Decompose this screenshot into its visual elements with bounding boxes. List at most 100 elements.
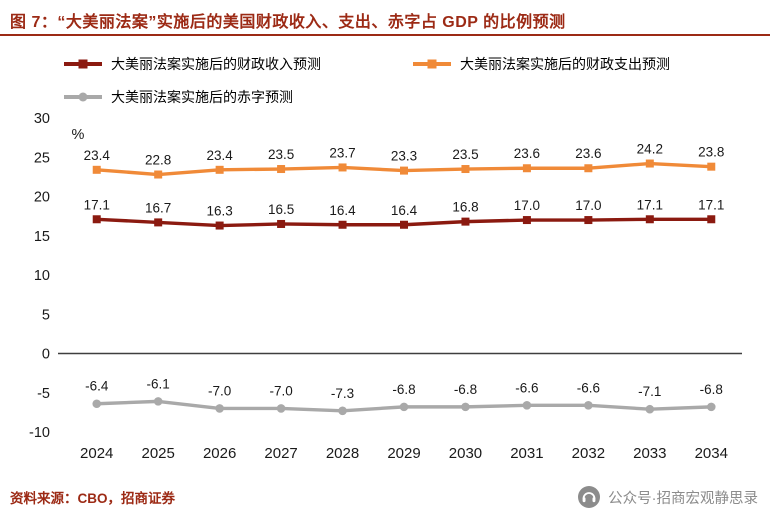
- headphones-logo-icon: [578, 486, 601, 508]
- y-tick-label: -5: [37, 386, 50, 402]
- wechat-badge: 公众号·招商宏观静思录: [578, 486, 758, 508]
- legend-item-1: 大美丽法案实施后的财政收入预测: [64, 54, 321, 74]
- data-point: [92, 215, 101, 224]
- x-tick-label: 2028: [326, 445, 359, 462]
- data-label: -6.8: [454, 382, 477, 397]
- data-point: [338, 163, 347, 172]
- y-tick-label: 15: [34, 229, 50, 245]
- data-point: [645, 404, 655, 414]
- x-tick-label: 2032: [572, 445, 605, 462]
- x-tick-label: 2026: [203, 445, 236, 462]
- data-label: -7.3: [331, 386, 354, 401]
- data-point: [399, 402, 409, 412]
- data-point: [215, 221, 224, 230]
- x-tick-label: 2034: [695, 445, 728, 462]
- data-label: 17.1: [637, 197, 663, 212]
- y-tick-label: 25: [34, 150, 50, 166]
- legend-item-3: 大美丽法案实施后的赤字预测: [64, 87, 293, 107]
- data-point: [645, 159, 654, 168]
- x-tick-label: 2030: [449, 445, 482, 462]
- x-tick-label: 2025: [141, 445, 174, 462]
- data-point: [153, 397, 163, 406]
- data-label: -6.6: [577, 380, 600, 395]
- figure-title: 图 7：“大美丽法案”实施后的美国财政收入、支出、赤字占 GDP 的比例预测: [10, 14, 566, 31]
- data-point: [461, 165, 470, 174]
- data-label: 24.2: [637, 142, 663, 157]
- data-point: [92, 165, 101, 174]
- legend-circle-marker-icon: [64, 92, 102, 102]
- data-label: 23.6: [575, 146, 601, 161]
- data-label: 23.5: [268, 147, 294, 162]
- data-label: 23.5: [452, 147, 478, 162]
- x-tick-label: 2027: [264, 445, 297, 462]
- x-tick-label: 2024: [80, 445, 113, 462]
- data-point: [707, 162, 716, 171]
- data-point: [707, 215, 716, 224]
- data-point: [522, 401, 532, 410]
- legend-row: 大美丽法案实施后的赤字预测: [64, 87, 670, 107]
- line-chart: 30 25 20 15 10 5 0 -5 -10% 2024 2025 2026 2027 2028 20…: [29, 111, 742, 462]
- data-label: -6.4: [85, 379, 109, 394]
- data-point: [584, 164, 593, 173]
- data-point: [338, 220, 347, 229]
- source-note: 资料来源：CBO，招商证券: [10, 491, 175, 506]
- data-point: [400, 220, 408, 229]
- data-point: [277, 219, 286, 228]
- data-label: -7.0: [208, 383, 231, 398]
- legend-label: 大美丽法案实施后的赤字预测: [111, 89, 293, 105]
- data-label: 22.8: [145, 153, 171, 168]
- data-label: 23.4: [84, 148, 111, 163]
- legend-square-marker-icon: [413, 59, 451, 69]
- data-point: [522, 164, 531, 173]
- data-label: -6.8: [392, 382, 415, 397]
- data-point: [645, 215, 654, 224]
- data-point: [461, 217, 470, 226]
- data-label: 23.6: [514, 146, 540, 161]
- data-point: [215, 165, 224, 174]
- data-label: 23.4: [206, 148, 233, 163]
- data-point: [400, 166, 408, 175]
- data-label: -6.6: [515, 380, 538, 395]
- data-label: 17.1: [84, 197, 110, 212]
- data-label: -6.1: [147, 376, 170, 391]
- data-point: [154, 218, 163, 227]
- legend-label: 大美丽法案实施后的财政收入预测: [111, 56, 321, 72]
- wechat-label: 公众号·招商宏观静思录: [608, 490, 758, 507]
- data-label: 16.4: [391, 203, 418, 218]
- data-point: [154, 170, 163, 179]
- y-axis-unit: %: [72, 127, 85, 143]
- data-point: [584, 401, 593, 410]
- data-label: 16.3: [206, 204, 232, 219]
- y-tick-label: 0: [42, 347, 50, 363]
- data-point: [215, 404, 224, 413]
- data-point: [461, 402, 470, 412]
- data-label: 17.1: [698, 197, 724, 212]
- data-label: 16.5: [268, 202, 294, 217]
- data-label: 17.0: [514, 198, 540, 213]
- data-point: [277, 165, 286, 174]
- y-tick-label: -10: [29, 425, 50, 441]
- data-label: 16.4: [329, 203, 356, 218]
- data-point: [584, 216, 593, 225]
- data-label: 23.8: [698, 145, 724, 160]
- footer: 资料来源：CBO，招商证券 公众号·招商宏观静思录: [10, 484, 758, 510]
- legend-label: 大美丽法案实施后的财政支出预测: [460, 56, 670, 72]
- data-point: [338, 406, 347, 416]
- data-label: -7.1: [638, 384, 661, 399]
- data-label: 23.7: [329, 145, 355, 160]
- data-point: [522, 216, 531, 225]
- legend-item-2: 大美丽法案实施后的财政支出预测: [413, 54, 670, 74]
- title-divider: [0, 34, 770, 36]
- data-label: -6.8: [700, 382, 723, 397]
- x-tick-label: 2033: [633, 445, 666, 462]
- data-label: 16.7: [145, 200, 171, 215]
- chart-legend: 大美丽法案实施后的财政收入预测 大美丽法案实施后的财政支出预测大美丽法案实施后的赤…: [64, 54, 670, 107]
- y-tick-label: 30: [34, 111, 50, 127]
- data-point: [276, 404, 286, 413]
- data-point: [92, 399, 102, 409]
- y-tick-label: 5: [42, 307, 50, 323]
- x-tick-label: 2029: [387, 445, 420, 462]
- y-tick-label: 20: [34, 190, 50, 206]
- legend-row: 大美丽法案实施后的财政收入预测 大美丽法案实施后的财政支出预测: [64, 54, 670, 74]
